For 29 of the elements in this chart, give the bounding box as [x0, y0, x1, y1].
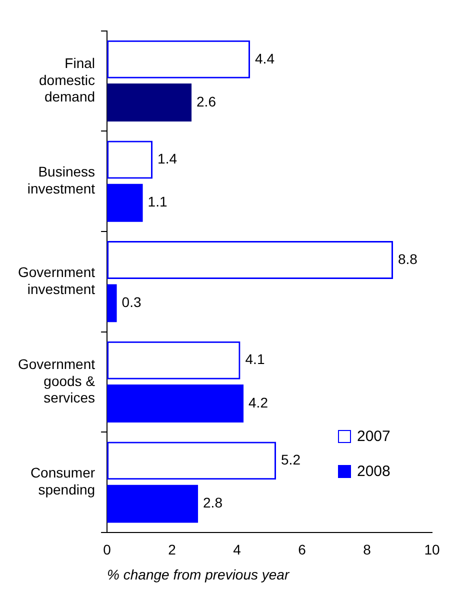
data-label: 1.1: [148, 194, 168, 210]
legend-label: 2008: [357, 463, 390, 480]
data-label: 2.6: [196, 93, 216, 110]
x-tick-label: 10: [424, 542, 440, 558]
bar: [107, 484, 198, 523]
y-tick-label: Government goods & services: [18, 356, 96, 406]
x-tick-label: 4: [233, 542, 242, 558]
y-tick-label: Government investment: [18, 264, 96, 297]
y-tick-label: Business investment: [27, 164, 96, 197]
data-label: 1.4: [158, 150, 178, 167]
bar: [107, 84, 192, 122]
x-tick-label: 6: [298, 542, 306, 558]
data-label: 4.2: [248, 394, 268, 410]
data-label: 5.2: [281, 452, 301, 468]
bar: [107, 284, 117, 322]
legend-label: 2007: [357, 428, 390, 445]
bar: [107, 184, 143, 222]
data-label: 4.1: [245, 351, 265, 368]
bar: [107, 384, 244, 422]
data-label: 0.3: [122, 294, 142, 310]
data-label: 4.4: [255, 50, 275, 66]
x-axis-title: % change from previous year: [107, 566, 290, 582]
data-label: 8.8: [398, 250, 418, 267]
data-label: 2.8: [203, 494, 223, 511]
x-tick-label: 2: [168, 542, 176, 558]
x-tick-label: 8: [363, 542, 372, 558]
y-tick-label: Consumer spending: [30, 464, 96, 498]
y-tick-label: Final domestic demand: [39, 55, 96, 105]
x-tick-label: 0: [103, 542, 112, 558]
